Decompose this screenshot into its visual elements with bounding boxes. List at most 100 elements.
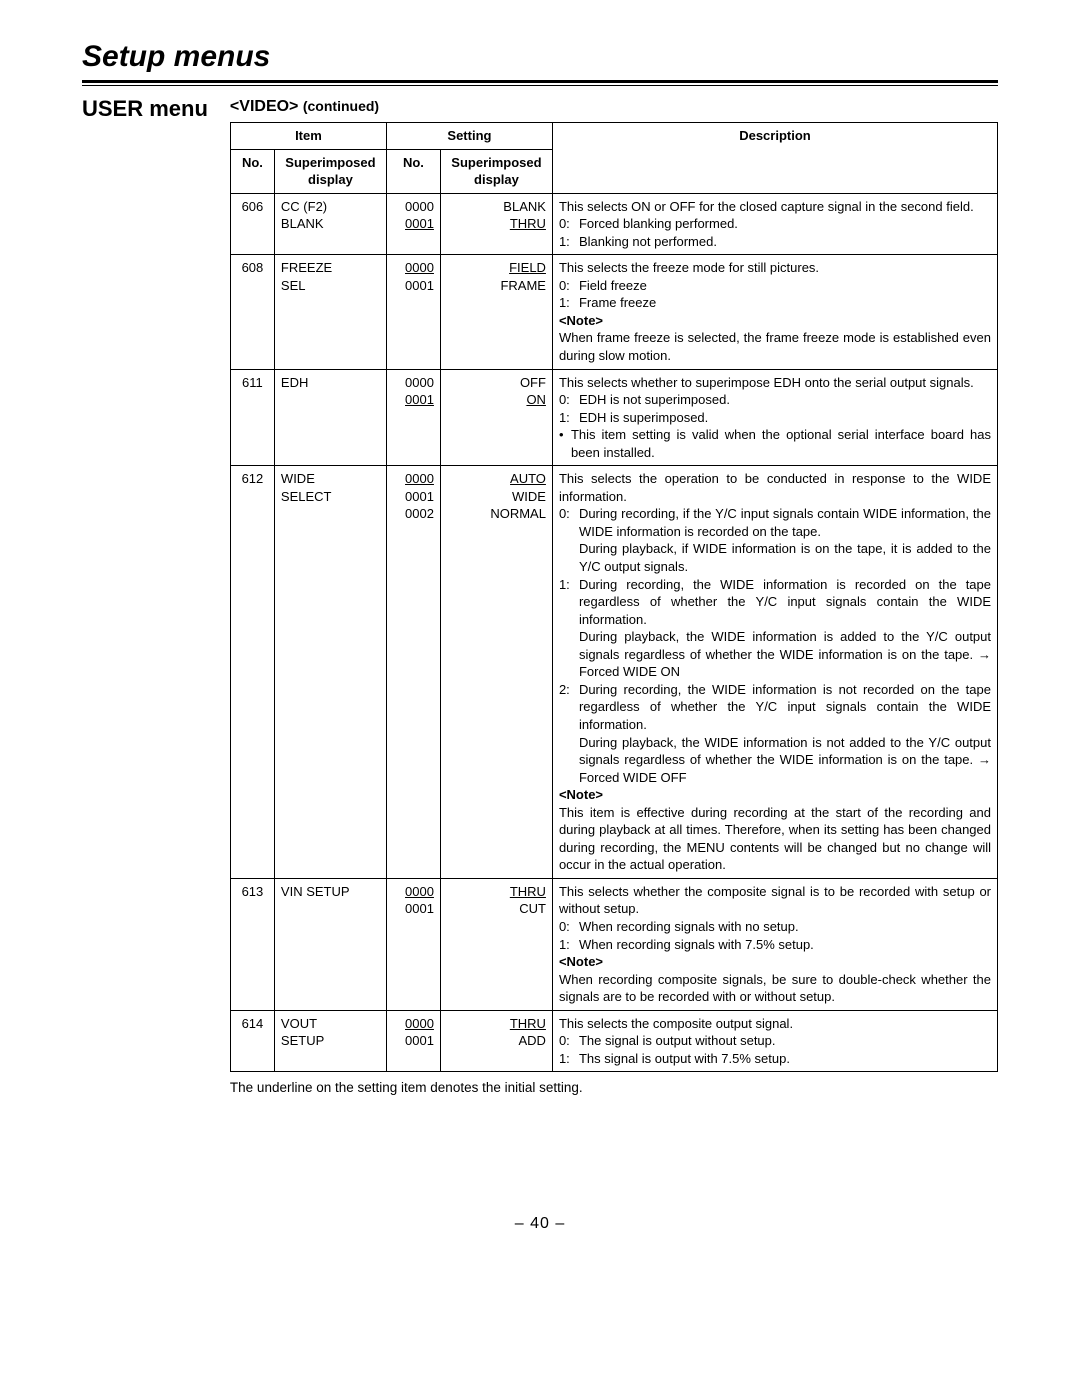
- text: Frame freeze: [579, 294, 991, 312]
- text: 0000: [405, 199, 434, 214]
- note-label: <Note>: [559, 953, 991, 971]
- text: EDH is not superimposed.: [579, 391, 991, 409]
- cell-setting-no: 0000 0001: [386, 1010, 440, 1072]
- text: This selects the operation to be conduct…: [559, 470, 991, 505]
- cell-description: This selects whether the composite signa…: [552, 878, 997, 1010]
- cell-no: 613: [230, 878, 274, 1010]
- default-value: 0001: [405, 216, 434, 231]
- text: NORMAL: [490, 506, 546, 521]
- text: 0000: [405, 375, 434, 390]
- text: Field freeze: [579, 277, 991, 295]
- setup-table: Item Setting Description No. Superimpose…: [230, 122, 998, 1072]
- text: During playback, the WIDE information is…: [579, 628, 991, 681]
- text: Blanking not performed.: [579, 233, 991, 251]
- text: CUT: [519, 901, 546, 916]
- default-value: ON: [526, 392, 546, 407]
- cell-setting-value: THRU CUT: [440, 878, 552, 1010]
- text: FRAME: [500, 278, 546, 293]
- cell-no: 608: [230, 255, 274, 369]
- note-label: <Note>: [559, 312, 991, 330]
- cell-setting-no: 0000 0001: [386, 193, 440, 255]
- label: display: [308, 172, 353, 187]
- table-row: 612 WIDE SELECT 0000 0001 0002 AUTO WIDE…: [230, 466, 997, 879]
- label: display: [474, 172, 519, 187]
- cell-setting-no: 0000 0001: [386, 878, 440, 1010]
- text: When recording signals with no setup.: [579, 918, 991, 936]
- cell-setting-value: AUTO WIDE NORMAL: [440, 466, 552, 879]
- default-value: AUTO: [510, 471, 546, 486]
- label: Superimposed: [451, 155, 541, 170]
- text: The signal is output without setup.: [579, 1032, 991, 1050]
- cell-item: FREEZE SEL: [274, 255, 386, 369]
- text: ADD: [518, 1033, 545, 1048]
- text: OFF: [520, 375, 546, 390]
- label: Superimposed: [285, 155, 375, 170]
- text: VIN SETUP: [281, 884, 350, 899]
- cell-setting-value: OFF ON: [440, 369, 552, 466]
- sub-heading: <VIDEO> (continued): [230, 98, 998, 116]
- col-item-no: No.: [230, 149, 274, 193]
- text: EDH: [281, 375, 308, 390]
- default-value: 0000: [405, 1016, 434, 1031]
- col-item-superimposed: Superimposed display: [274, 149, 386, 193]
- cell-description: This selects the operation to be conduct…: [552, 466, 997, 879]
- cell-item: EDH: [274, 369, 386, 466]
- note-text: This item is effective during recording …: [559, 804, 991, 874]
- text: During recording, if the Y/C input signa…: [579, 505, 991, 540]
- cell-description: This selects the composite output signal…: [552, 1010, 997, 1072]
- text: During playback, the WIDE information is…: [579, 734, 991, 787]
- col-setting-superimposed: Superimposed display: [440, 149, 552, 193]
- table-row: 611 EDH 0000 0001 OFF ON This selects wh…: [230, 369, 997, 466]
- cell-setting-no: 0000 0001: [386, 255, 440, 369]
- page-title: Setup menus: [82, 40, 998, 74]
- title-rule: [82, 80, 998, 86]
- text: SEL: [281, 278, 306, 293]
- cell-description: This selects whether to superimpose EDH …: [552, 369, 997, 466]
- text: EDH is superimposed.: [579, 409, 991, 427]
- default-value: FIELD: [509, 260, 546, 275]
- cell-setting-no: 0000 0001 0002: [386, 466, 440, 879]
- text: This item setting is valid when the opti…: [571, 426, 991, 461]
- text: When recording signals with 7.5% setup.: [579, 936, 991, 954]
- default-value: 0000: [405, 260, 434, 275]
- text: 0001: [405, 278, 434, 293]
- cell-description: This selects the freeze mode for still p…: [552, 255, 997, 369]
- cell-description: This selects ON or OFF for the closed ca…: [552, 193, 997, 255]
- default-value: THRU: [510, 216, 546, 231]
- text: FREEZE: [281, 260, 332, 275]
- table-row: 614 VOUT SETUP 0000 0001 THRU ADD This: [230, 1010, 997, 1072]
- page-number: – 40 –: [82, 1215, 998, 1233]
- col-setting-no: No.: [386, 149, 440, 193]
- section-title: USER menu: [82, 96, 208, 122]
- text: CC (F2): [281, 199, 327, 214]
- cell-setting-value: BLANK THRU: [440, 193, 552, 255]
- text: This selects ON or OFF for the closed ca…: [559, 198, 991, 216]
- cell-no: 612: [230, 466, 274, 879]
- text: BLANK: [503, 199, 546, 214]
- default-value: 0001: [405, 392, 434, 407]
- table-row: 608 FREEZE SEL 0000 0001 FIELD FRAME Th: [230, 255, 997, 369]
- col-setting: Setting: [386, 123, 552, 150]
- text: 0001: [405, 489, 434, 504]
- footnote: The underline on the setting item denote…: [230, 1080, 998, 1095]
- sub-heading-continued: (continued): [303, 98, 379, 114]
- cell-setting-value: FIELD FRAME: [440, 255, 552, 369]
- default-value: 0000: [405, 884, 434, 899]
- cell-setting-value: THRU ADD: [440, 1010, 552, 1072]
- text: During playback, if WIDE information is …: [579, 540, 991, 575]
- default-value: 0000: [405, 471, 434, 486]
- text: 0001: [405, 1033, 434, 1048]
- sub-heading-main: <VIDEO>: [230, 98, 298, 115]
- text: This selects whether the composite signa…: [559, 883, 991, 918]
- cell-item: WIDE SELECT: [274, 466, 386, 879]
- text: During recording, the WIDE information i…: [579, 576, 991, 629]
- text: Forced blanking performed.: [579, 215, 991, 233]
- note-text: When recording composite signals, be sur…: [559, 971, 991, 1006]
- text: This selects the composite output signal…: [559, 1015, 991, 1033]
- text: WIDE: [281, 471, 315, 486]
- text: SELECT: [281, 489, 332, 504]
- cell-item: VOUT SETUP: [274, 1010, 386, 1072]
- text: SETUP: [281, 1033, 324, 1048]
- text: WIDE: [512, 489, 546, 504]
- table-row: 613 VIN SETUP 0000 0001 THRU CUT This se…: [230, 878, 997, 1010]
